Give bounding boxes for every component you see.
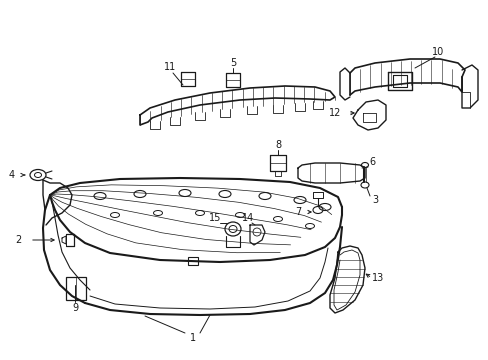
Text: 10: 10 bbox=[431, 47, 443, 57]
Text: 15: 15 bbox=[208, 213, 221, 223]
Text: 4: 4 bbox=[9, 170, 15, 180]
Text: 12: 12 bbox=[328, 108, 341, 118]
Text: 13: 13 bbox=[371, 273, 384, 283]
Text: 2: 2 bbox=[15, 235, 21, 245]
Text: 3: 3 bbox=[371, 195, 377, 205]
Text: 14: 14 bbox=[242, 213, 254, 223]
Text: 6: 6 bbox=[368, 157, 374, 167]
Text: 7: 7 bbox=[294, 207, 301, 217]
Text: 8: 8 bbox=[274, 140, 281, 150]
Text: 1: 1 bbox=[189, 333, 196, 343]
Text: 11: 11 bbox=[163, 62, 176, 72]
Text: 5: 5 bbox=[229, 58, 236, 68]
Text: 9: 9 bbox=[72, 303, 78, 313]
